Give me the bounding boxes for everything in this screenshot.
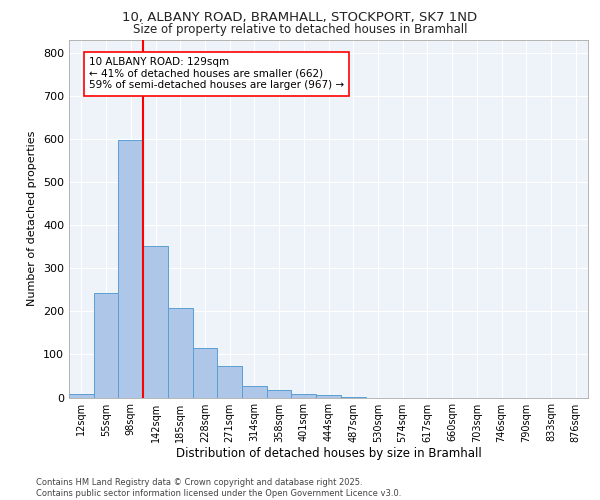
Bar bbox=[168, 308, 193, 398]
X-axis label: Distribution of detached houses by size in Bramhall: Distribution of detached houses by size … bbox=[176, 448, 481, 460]
Bar bbox=[242, 386, 267, 398]
Text: 10 ALBANY ROAD: 129sqm
← 41% of detached houses are smaller (662)
59% of semi-de: 10 ALBANY ROAD: 129sqm ← 41% of detached… bbox=[89, 57, 344, 90]
Text: Size of property relative to detached houses in Bramhall: Size of property relative to detached ho… bbox=[133, 22, 467, 36]
Y-axis label: Number of detached properties: Number of detached properties bbox=[28, 131, 37, 306]
Bar bbox=[316, 396, 341, 398]
Bar bbox=[94, 294, 118, 398]
Bar bbox=[118, 140, 143, 398]
Bar bbox=[217, 366, 242, 398]
Bar bbox=[143, 246, 168, 398]
Text: Contains HM Land Registry data © Crown copyright and database right 2025.
Contai: Contains HM Land Registry data © Crown c… bbox=[36, 478, 401, 498]
Bar bbox=[69, 394, 94, 398]
Text: 10, ALBANY ROAD, BRAMHALL, STOCKPORT, SK7 1ND: 10, ALBANY ROAD, BRAMHALL, STOCKPORT, SK… bbox=[122, 11, 478, 24]
Bar bbox=[193, 348, 217, 398]
Bar bbox=[267, 390, 292, 398]
Bar bbox=[292, 394, 316, 398]
